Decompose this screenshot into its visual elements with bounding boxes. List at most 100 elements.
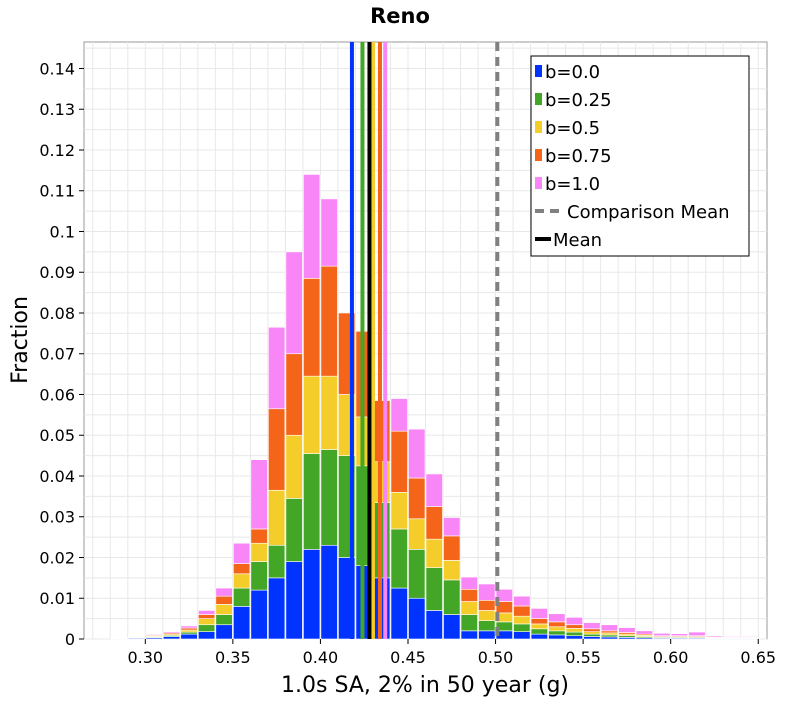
legend-swatch <box>535 149 542 161</box>
x-tick-label: 0.45 <box>390 648 426 667</box>
histogram-bar <box>478 630 496 640</box>
histogram-bar <box>285 561 303 640</box>
histogram-bar <box>548 626 566 632</box>
histogram-bar <box>408 518 426 550</box>
histogram-bar <box>285 251 303 355</box>
histogram-bar <box>530 628 548 635</box>
legend-label: b=1.0 <box>545 174 600 195</box>
histogram-bar <box>390 528 408 589</box>
histogram-bar <box>740 636 759 638</box>
y-tick-label: 0.1 <box>50 222 75 241</box>
x-axis-label: 1.0s SA, 2% in 50 year (g) <box>281 673 569 698</box>
histogram-bar <box>443 517 461 537</box>
histogram-bar <box>495 588 513 602</box>
histogram-bar <box>215 604 233 615</box>
histogram-bar <box>145 634 163 636</box>
histogram-bar <box>530 633 548 640</box>
axes: 0.30 0.35 0.40 0.45 0.50 0.55 0.60 0.65 0 0.01 0.0… <box>39 59 776 667</box>
histogram-bar <box>180 629 198 633</box>
y-tick-label: 0.06 <box>39 385 75 404</box>
y-axis-label: Fraction <box>8 296 33 384</box>
histogram-bar <box>600 632 618 636</box>
x-tick-label: 0.40 <box>303 648 339 667</box>
legend-label: b=0.0 <box>545 62 600 83</box>
histogram-bar <box>127 636 146 638</box>
histogram-bar <box>443 614 461 640</box>
y-tick-label: 0.07 <box>39 345 75 364</box>
histogram-bar <box>390 430 408 493</box>
x-tick-label: 0.55 <box>565 648 601 667</box>
histogram-bar <box>460 614 478 632</box>
legend-label: Mean <box>553 230 602 251</box>
histogram-bar <box>513 615 531 625</box>
histogram-bar <box>303 174 321 279</box>
histogram-bar <box>653 632 671 637</box>
histogram-bar <box>460 601 478 615</box>
histogram-bar <box>250 589 268 640</box>
histogram-bar <box>618 627 636 633</box>
y-tick-label: 0.05 <box>39 426 75 445</box>
y-tick-label: 0.02 <box>39 548 75 567</box>
y-tick-label: 0.12 <box>39 141 75 160</box>
histogram-bar <box>425 473 443 507</box>
histogram-bar <box>110 637 128 639</box>
histogram-bar <box>478 620 496 632</box>
y-tick-label: 0.03 <box>39 508 75 527</box>
histogram-bar <box>425 567 443 611</box>
histogram-bar <box>250 459 268 530</box>
histogram-bar <box>600 636 618 640</box>
histogram-bar <box>320 375 338 450</box>
histogram-bar <box>285 353 303 436</box>
histogram-bar <box>233 563 251 575</box>
histogram-bar <box>285 498 303 562</box>
legend-label: b=0.5 <box>545 118 600 139</box>
histogram-bar <box>250 561 268 591</box>
y-tick-label: 0.14 <box>39 59 75 78</box>
y-tick-label: 0.04 <box>39 467 75 486</box>
histogram-bar <box>443 579 461 615</box>
histogram-bar <box>390 398 408 432</box>
histogram-bar <box>163 631 181 634</box>
x-tick-label: 0.35 <box>215 648 251 667</box>
histogram-bar <box>513 595 531 607</box>
x-tick-label: 0.50 <box>478 648 514 667</box>
histogram-bar <box>583 636 601 640</box>
histogram-bar <box>548 630 566 636</box>
histogram-bar <box>198 618 216 626</box>
histogram-bar <box>583 631 601 635</box>
legend-label: Comparison Mean <box>567 202 730 223</box>
histogram-bar <box>565 617 583 626</box>
histogram-bar <box>215 595 233 605</box>
legend-swatch <box>535 93 542 105</box>
histogram-bar <box>513 631 531 640</box>
histogram-bar <box>163 636 181 640</box>
histogram-bar <box>320 449 338 546</box>
histogram-bar <box>268 577 286 640</box>
histogram-bar <box>320 198 338 267</box>
histogram-bar <box>268 326 286 410</box>
y-tick-label: 0.11 <box>39 182 75 201</box>
histogram-bar <box>303 375 321 454</box>
histogram-bar <box>180 633 198 640</box>
x-tick-label: 0.30 <box>127 648 163 667</box>
legend-label: b=0.75 <box>545 146 612 167</box>
histogram-bar <box>565 628 583 633</box>
legend-swatch <box>535 65 542 77</box>
histogram-bar <box>600 634 618 638</box>
histogram-bar <box>303 549 321 640</box>
histogram-bar <box>548 613 566 623</box>
histogram-bar <box>443 560 461 581</box>
histogram-bar <box>215 624 233 640</box>
histogram-bar <box>723 636 741 638</box>
x-tick-label: 0.60 <box>653 648 689 667</box>
histogram-bar <box>250 542 268 562</box>
histogram-bar <box>460 630 478 640</box>
histogram-bar <box>565 631 583 637</box>
y-tick-label: 0.01 <box>39 589 75 608</box>
histogram-bar <box>513 605 531 617</box>
histogram-bar <box>408 597 426 640</box>
histogram-bar <box>460 588 478 602</box>
histogram-bar <box>600 624 618 632</box>
histogram-bar <box>530 608 548 619</box>
